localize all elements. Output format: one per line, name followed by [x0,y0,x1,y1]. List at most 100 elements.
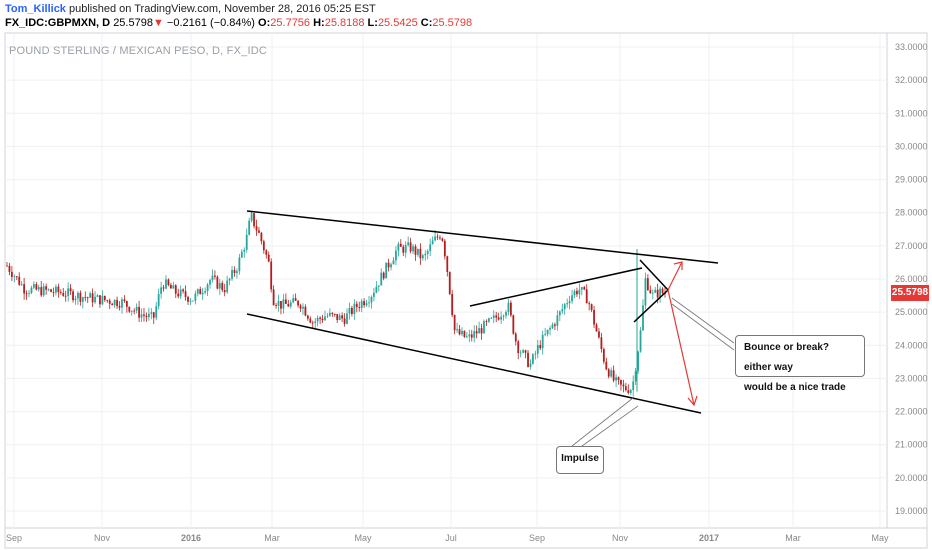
candle-body [500,316,503,320]
candle-body [187,296,189,302]
candle-body [551,324,554,328]
candle-body [495,315,498,318]
channel-bottom-line[interactable] [246,313,702,414]
price-tick-label: 27.0000 [895,241,928,251]
candle-body [409,242,412,252]
candle-body [184,291,187,297]
price-tick-label: 31.0000 [895,108,928,118]
candle-body [576,290,578,295]
close-label: C: [420,17,433,29]
candle-body [620,379,622,385]
candle-body [182,289,185,292]
candle-body [174,285,177,294]
candle-body [536,345,539,354]
author-link[interactable]: Tom_Killick [5,3,66,15]
candle-body [40,287,43,296]
time-tick-label: 2016 [181,533,201,543]
candle-body [419,248,422,259]
candle-body [118,306,121,308]
candle-body [585,289,588,304]
candle-body [424,253,427,256]
candle-body [343,318,346,324]
candle-body [28,292,30,294]
candle-body [355,303,358,307]
candle-body [250,213,253,221]
candle-body [52,291,55,293]
candle-body [615,377,617,381]
candle-body [262,241,265,251]
callout-bounce[interactable]: Bounce or break? either way would be a n… [735,335,865,393]
candle-body [382,272,385,279]
candle-body [642,305,644,331]
candle-body [47,289,50,291]
candle-body [363,301,366,306]
candle-body [522,350,525,353]
time-tick-label: Sep [529,533,545,543]
candle-body [18,276,21,285]
inner-rising-line[interactable] [469,267,643,307]
candle-body [25,293,28,295]
candle-body [463,330,466,338]
candle-body [214,275,216,277]
candle-body [123,299,126,302]
change-value: −0.2161 (−0.84%) [166,17,255,29]
candle-body [458,329,461,335]
change-down-icon: ▼ [152,17,164,29]
candle-body [595,324,598,332]
candle-body [470,334,473,338]
candle-body [397,243,400,251]
candle-body [365,303,368,306]
callout-bounce-line-1: Bounce or break? either way [744,342,830,373]
candle-body [370,296,373,303]
price-tick-label: 29.0000 [895,175,928,185]
callout-impulse-pointer-b [581,405,639,447]
break-arrow[interactable] [667,289,695,406]
candle-body [465,336,468,338]
candle-body [402,246,405,253]
candle-body [399,243,402,247]
candle-body [326,315,329,317]
candle-body [483,321,485,334]
candle-body [277,301,280,306]
candle-body [179,289,182,297]
time-tick-label: 2017 [699,533,719,543]
candle-body [634,370,637,382]
candle-body [443,240,446,257]
time-tick-label: May [354,533,372,543]
candles [6,210,666,397]
candle-body [346,313,348,324]
candle-body [598,331,600,338]
candle-body [101,295,104,305]
candle-body [490,317,493,319]
candle-body [373,292,375,297]
callout-impulse[interactable]: Impulse [556,446,604,474]
high-value: 25.8188 [324,17,365,29]
price-tick-label: 22.0000 [895,407,928,417]
candle-body [37,287,40,290]
candle-body [138,306,140,318]
candle-body [497,317,500,320]
low-label: L: [367,17,378,29]
candle-body [265,250,268,255]
channel-top-line[interactable] [246,210,719,264]
candle-body [336,314,339,321]
candle-body [544,334,547,335]
candle-body [294,298,297,301]
time-tick-label: Nov [612,533,629,543]
published-text: published on TradingView.com, November 2… [65,3,376,15]
candle-body [529,363,532,367]
candle-body [338,315,341,321]
candle-body [505,311,507,316]
candle-body [368,302,370,304]
candle-body [106,300,109,301]
candle-body [275,305,277,306]
candle-body [328,312,331,316]
callout-bounce-line-2: would be a nice trade [744,382,846,393]
candle-body [133,310,136,312]
candle-body [69,288,72,292]
bounce-arrow[interactable] [667,261,683,291]
candle-body [502,315,505,317]
candle-body [656,289,659,298]
candle-body [50,289,52,292]
